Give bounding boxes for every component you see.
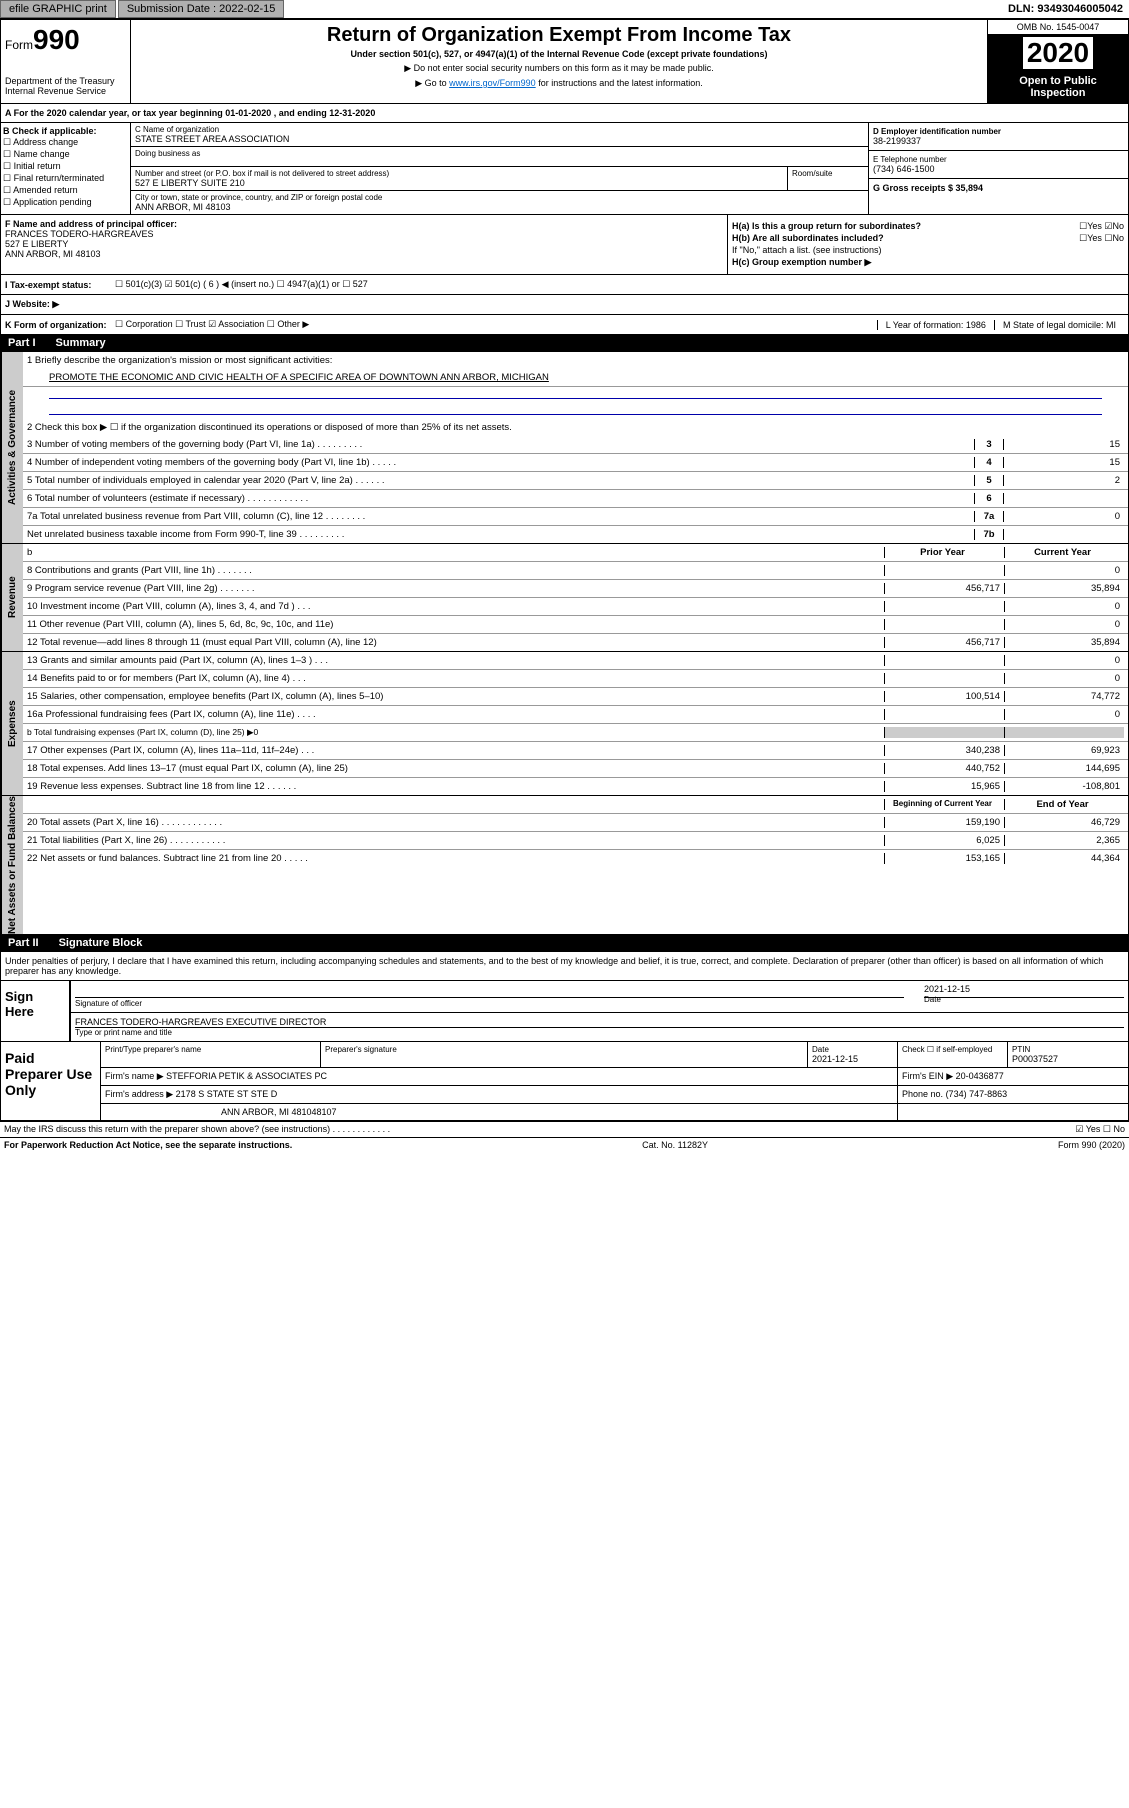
line-a: A For the 2020 calendar year, or tax yea… bbox=[0, 104, 1129, 123]
line-k-l-m: K Form of organization: ☐ Corporation ☐ … bbox=[0, 315, 1129, 335]
submission-date-button[interactable]: Submission Date : 2022-02-15 bbox=[118, 0, 285, 18]
form-title: Return of Organization Exempt From Incom… bbox=[135, 24, 983, 47]
line-6-value bbox=[1004, 493, 1124, 504]
form-subtitle: Under section 501(c), 527, or 4947(a)(1)… bbox=[135, 49, 983, 59]
form-footer: Form 990 (2020) bbox=[1058, 1140, 1125, 1150]
footer-row: For Paperwork Reduction Act Notice, see … bbox=[0, 1137, 1129, 1152]
sign-here-label: Sign Here bbox=[1, 981, 71, 1041]
net-assets-label: Net Assets or Fund Balances bbox=[1, 796, 23, 934]
gross-receipts: G Gross receipts $ 35,894 bbox=[873, 183, 1124, 193]
line-4-value: 15 bbox=[1004, 457, 1124, 468]
revenue-label: Revenue bbox=[1, 544, 23, 651]
perjury-statement: Under penalties of perjury, I declare th… bbox=[1, 952, 1128, 981]
paperwork-notice: For Paperwork Reduction Act Notice, see … bbox=[4, 1140, 292, 1150]
line-7a-value: 0 bbox=[1004, 511, 1124, 522]
line-i: I Tax-exempt status: ☐ 501(c)(3) ☑ 501(c… bbox=[0, 275, 1129, 295]
box-f: F Name and address of principal officer:… bbox=[1, 215, 728, 274]
street-address: 527 E LIBERTY SUITE 210 bbox=[135, 178, 783, 188]
public-inspection: Open to Public Inspection bbox=[988, 71, 1128, 103]
box-b: B Check if applicable: ☐ Address change … bbox=[1, 123, 131, 214]
officer-group-row: F Name and address of principal officer:… bbox=[0, 215, 1129, 275]
box-c: C Name of organization STATE STREET AREA… bbox=[131, 123, 868, 214]
box-d-e-g: D Employer identification number 38-2199… bbox=[868, 123, 1128, 214]
current-year-header: Current Year bbox=[1004, 547, 1124, 558]
paid-preparer-label: Paid Preparer Use Only bbox=[1, 1042, 101, 1120]
line-3-value: 15 bbox=[1004, 439, 1124, 450]
part-1-header: Part I Summary bbox=[0, 335, 1129, 351]
firm-phone: (734) 747-8863 bbox=[946, 1089, 1008, 1099]
ptin: P00037527 bbox=[1012, 1054, 1124, 1064]
state-domicile: M State of legal domicile: MI bbox=[994, 320, 1124, 330]
ein: 38-2199337 bbox=[873, 136, 1124, 146]
entity-section: B Check if applicable: ☐ Address change … bbox=[0, 123, 1129, 215]
line-5-value: 2 bbox=[1004, 475, 1124, 486]
governance-label: Activities & Governance bbox=[1, 352, 23, 543]
paid-preparer-section: Paid Preparer Use Only Print/Type prepar… bbox=[0, 1042, 1129, 1121]
top-bar: efile GRAPHIC print Submission Date : 20… bbox=[0, 0, 1129, 19]
firm-name: STEFFORIA PETIK & ASSOCIATES PC bbox=[166, 1071, 327, 1081]
net-assets-section: Net Assets or Fund Balances Beginning of… bbox=[0, 796, 1129, 935]
irs-link[interactable]: www.irs.gov/Form990 bbox=[449, 78, 536, 88]
mission-text: PROMOTE THE ECONOMIC AND CIVIC HEALTH OF… bbox=[49, 372, 549, 383]
discuss-answer: ☑ Yes ☐ No bbox=[1075, 1124, 1125, 1135]
tax-year: 2020 bbox=[988, 35, 1128, 71]
line-7b-value bbox=[1004, 529, 1124, 540]
omb-number: OMB No. 1545-0047 bbox=[988, 20, 1128, 35]
cat-number: Cat. No. 11282Y bbox=[642, 1140, 708, 1150]
org-name: STATE STREET AREA ASSOCIATION bbox=[135, 134, 864, 144]
city-state-zip: ANN ARBOR, MI 48103 bbox=[135, 202, 864, 212]
discuss-row: May the IRS discuss this return with the… bbox=[0, 1121, 1129, 1137]
line-2: 2 Check this box ▶ ☐ if the organization… bbox=[27, 422, 512, 433]
expenses-section: Expenses 13 Grants and similar amounts p… bbox=[0, 652, 1129, 796]
expenses-label: Expenses bbox=[1, 652, 23, 795]
firm-ein: 20-0436877 bbox=[956, 1071, 1004, 1081]
line-j: J Website: ▶ bbox=[0, 295, 1129, 315]
form-note-1: ▶ Do not enter social security numbers o… bbox=[135, 63, 983, 74]
governance-section: Activities & Governance 1 Briefly descri… bbox=[0, 351, 1129, 544]
department-text: Department of the Treasury Internal Reve… bbox=[5, 76, 126, 96]
year-formation: L Year of formation: 1986 bbox=[877, 320, 994, 330]
officer-name: FRANCES TODERO-HARGREAVES EXECUTIVE DIRE… bbox=[75, 1017, 1124, 1027]
form-note-2: ▶ Go to www.irs.gov/Form990 for instruct… bbox=[135, 78, 983, 89]
dln-text: DLN: 93493046005042 bbox=[1002, 1, 1129, 17]
efile-button[interactable]: efile GRAPHIC print bbox=[0, 0, 116, 18]
part-2-header: Part II Signature Block bbox=[0, 935, 1129, 951]
phone: (734) 646-1500 bbox=[873, 164, 1124, 174]
form-header: Form990 Department of the Treasury Inter… bbox=[0, 19, 1129, 104]
signature-block: Under penalties of perjury, I declare th… bbox=[0, 951, 1129, 1042]
prior-year-header: Prior Year bbox=[884, 547, 1004, 558]
box-h: H(a) Is this a group return for subordin… bbox=[728, 215, 1128, 274]
line-1-label: 1 Briefly describe the organization's mi… bbox=[27, 355, 332, 366]
form-number: Form990 bbox=[5, 24, 126, 56]
revenue-section: Revenue bPrior YearCurrent Year 8 Contri… bbox=[0, 544, 1129, 652]
